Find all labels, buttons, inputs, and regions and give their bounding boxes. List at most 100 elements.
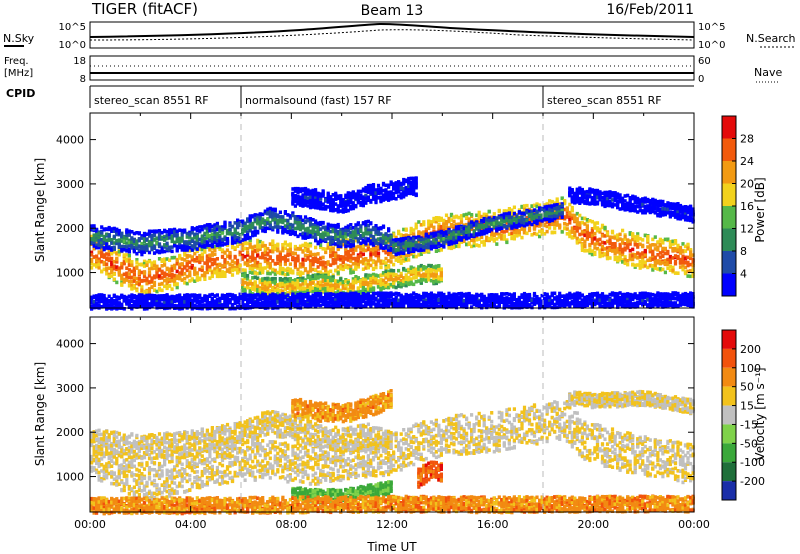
power-cell <box>500 237 504 241</box>
power-cell <box>308 262 313 267</box>
power-cell <box>394 238 398 242</box>
power-cell <box>185 231 189 236</box>
power-cell <box>107 274 111 279</box>
power-cell <box>150 246 154 251</box>
power-cell <box>384 264 388 268</box>
power-cell <box>437 248 441 253</box>
power-cell <box>281 225 285 230</box>
power-cell <box>266 207 270 212</box>
power-cell <box>155 249 159 253</box>
power-cell <box>369 263 373 268</box>
power-cell <box>95 254 99 259</box>
power-cell <box>575 226 579 230</box>
power-cell <box>152 237 157 242</box>
power-cell <box>407 281 411 285</box>
power-cell <box>397 229 401 234</box>
power-cell <box>311 262 315 267</box>
power-cell <box>379 265 383 269</box>
power-cell <box>298 225 303 229</box>
power-cell <box>253 271 257 275</box>
power-cell <box>205 261 209 266</box>
power-cell <box>173 282 177 287</box>
power-cell <box>409 230 413 234</box>
power-cell <box>331 286 335 291</box>
power-cell <box>266 261 270 266</box>
power-cell <box>142 236 147 241</box>
power-cell <box>193 266 197 271</box>
power-cell <box>314 245 318 250</box>
power-cell <box>215 243 219 248</box>
power-cell <box>472 232 476 237</box>
power-cell <box>379 232 383 236</box>
power-cell <box>215 238 219 243</box>
power-cell <box>271 280 275 284</box>
power-cell <box>256 220 260 225</box>
power-cell <box>616 238 620 242</box>
power-cell <box>208 228 212 233</box>
power-cell <box>120 264 124 268</box>
power-cell <box>439 268 443 273</box>
power-cell <box>220 270 225 274</box>
power-cell <box>424 278 428 282</box>
power-cell <box>95 234 99 238</box>
power-cell <box>389 268 393 273</box>
power-cell <box>346 224 350 228</box>
power-cell <box>306 275 310 280</box>
power-cell <box>371 248 376 253</box>
power-cell <box>344 283 348 288</box>
power-cell <box>412 237 416 241</box>
power-cell <box>263 226 267 231</box>
power-cell <box>266 291 270 296</box>
power-cell <box>256 284 260 288</box>
power-cell <box>291 213 295 218</box>
power-cell <box>228 270 232 274</box>
power-cell <box>354 265 358 269</box>
power-cell <box>472 241 476 245</box>
power-cell <box>188 254 192 258</box>
power-cell <box>243 268 247 272</box>
power-cell <box>354 233 358 238</box>
power-cell <box>371 243 376 247</box>
power-cell <box>673 248 678 253</box>
power-cell <box>230 224 235 229</box>
power-cell <box>432 225 436 230</box>
power-cell <box>387 250 391 254</box>
power-cell <box>288 232 292 236</box>
power-cell <box>293 289 297 293</box>
power-cell <box>92 255 96 259</box>
power-cell <box>132 241 136 246</box>
power-cell <box>329 253 333 258</box>
power-cell <box>283 277 287 281</box>
power-cell <box>258 245 262 249</box>
power-cell <box>336 271 340 275</box>
power-cell <box>422 237 426 242</box>
power-cell <box>424 249 428 254</box>
power-cell <box>168 248 172 252</box>
power-cell <box>236 221 240 225</box>
power-cell <box>497 208 501 213</box>
power-cell <box>261 220 265 224</box>
power-cell <box>454 240 459 244</box>
power-cell <box>459 238 464 242</box>
power-cell <box>160 288 164 293</box>
power-cell <box>256 276 260 280</box>
power-cell <box>142 231 147 236</box>
power-cell <box>225 241 230 246</box>
power-cell <box>558 202 562 206</box>
power-cell <box>132 231 136 236</box>
power-cell <box>198 254 202 258</box>
power-cell <box>283 224 287 228</box>
power-cell <box>208 243 212 248</box>
power-cell <box>575 224 579 228</box>
power-cell <box>291 284 295 288</box>
power-cell <box>251 271 255 275</box>
power-cell <box>570 235 574 239</box>
power-cell <box>145 237 149 242</box>
power-cell <box>560 230 564 234</box>
power-cell <box>301 257 305 262</box>
power-cell <box>200 239 204 243</box>
nave-tick-bottom: 0 <box>698 74 704 85</box>
power-cell <box>530 222 534 227</box>
power-cell <box>475 232 479 236</box>
power-cell <box>301 287 305 291</box>
